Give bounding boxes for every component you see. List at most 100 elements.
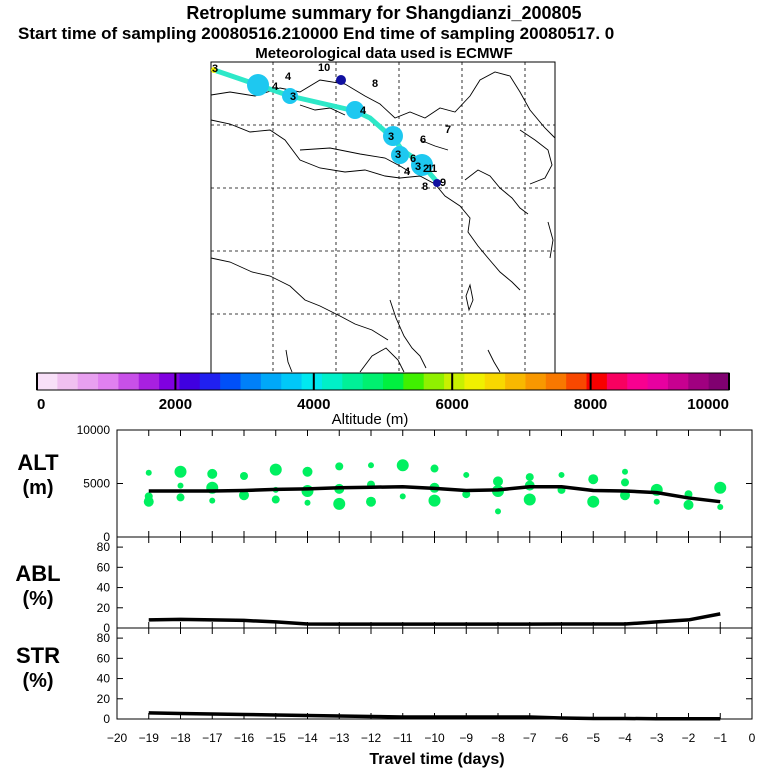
cluster-point	[558, 471, 565, 478]
colorbar-cell	[240, 373, 262, 390]
cluster-point	[462, 490, 471, 499]
page-title: Retroplume summary for Shangdianzi_20080…	[186, 3, 582, 23]
map-label: 4	[360, 105, 367, 117]
y-tick-label: 0	[103, 530, 110, 544]
colorbar-cell	[98, 373, 119, 390]
cluster-point	[335, 462, 344, 471]
x-tick-label: −9	[459, 731, 473, 745]
panel-ylabel-unit: (%)	[22, 670, 53, 692]
cluster-point	[367, 480, 375, 489]
map-label: 4	[272, 81, 279, 93]
map-label: 9	[440, 177, 446, 189]
sampling-times: Start time of sampling 20080516.210000 E…	[18, 24, 615, 43]
series-line	[148, 612, 721, 626]
cluster-point	[301, 484, 314, 497]
cluster-point	[333, 497, 346, 510]
cluster-point	[621, 478, 629, 487]
cluster-point	[684, 490, 693, 499]
colorbar-cell	[220, 373, 242, 390]
colorbar-tick-label: 4000	[297, 396, 330, 413]
y-tick-label: 20	[97, 692, 111, 706]
x-tick-label: −19	[139, 731, 160, 745]
panel-ylabel: STR	[16, 643, 60, 668]
colorbar-cell	[37, 373, 58, 390]
map-label: 3	[290, 91, 296, 103]
x-tick-label: −10	[424, 731, 445, 745]
colorbar-cell	[301, 373, 323, 390]
panel-frame	[116, 627, 753, 720]
panel-ylabel-unit: (m)	[22, 477, 53, 499]
y-tick-label: 20	[97, 601, 111, 615]
y-tick-label: 60	[97, 651, 111, 665]
cluster-point	[587, 495, 600, 508]
colorbar-tick-label: 6000	[436, 396, 469, 413]
cluster-point	[428, 494, 441, 507]
cluster-point	[302, 466, 313, 477]
map-label: 3	[415, 161, 421, 173]
colorbar-cell	[118, 373, 140, 390]
colorbar-cell	[464, 373, 486, 390]
colorbar-cell	[138, 373, 160, 390]
cluster-point	[525, 473, 534, 482]
colorbar-cell	[627, 373, 649, 390]
colorbar-cell	[179, 373, 201, 390]
map-frame	[210, 61, 556, 374]
x-tick-label: −11	[393, 731, 413, 745]
cluster-point	[145, 469, 152, 476]
cluster-point	[144, 492, 153, 501]
cluster-point	[683, 499, 694, 510]
cluster-point	[493, 476, 503, 487]
colorbar-cell	[688, 373, 710, 390]
cluster-point	[620, 490, 630, 501]
cluster-point	[430, 464, 439, 473]
trajectory	[213, 67, 440, 185]
colorbar-border	[36, 372, 730, 391]
panel-alt: 10000 5000 0 ALT(m)	[17, 423, 753, 544]
x-tick-label: −8	[491, 731, 505, 745]
colorbar-cell	[647, 373, 669, 390]
x-axis-label: Travel time (days)	[369, 751, 504, 768]
map-label: 8	[422, 181, 428, 193]
colorbar-cell	[403, 373, 425, 390]
colorbar-cell	[545, 373, 567, 390]
colorbar-cells	[36, 372, 730, 391]
x-tick-label: −18	[170, 731, 191, 745]
x-tick-label: −15	[266, 731, 287, 745]
cluster-point	[650, 483, 663, 496]
colorbar-ticks: 0 2000 4000 6000 8000 10000	[36, 373, 730, 413]
map-label: 4	[404, 166, 411, 178]
colorbar-tick-label: 0	[37, 396, 45, 413]
x-tick-label: −12	[361, 731, 382, 745]
cluster-point	[557, 485, 566, 494]
colorbar-cell	[525, 373, 547, 390]
cluster-point	[176, 493, 185, 502]
colorbar-cell	[566, 373, 588, 390]
y-tick-label: 5000	[83, 477, 110, 491]
trajectory-clusters	[211, 67, 441, 187]
x-tick-label: −6	[555, 731, 569, 745]
colorbar-title: Altitude (m)	[332, 411, 409, 428]
cluster-point	[622, 468, 628, 475]
cluster-point	[143, 496, 154, 507]
map-label: 3	[395, 149, 401, 161]
x-tick-label: −7	[523, 731, 537, 745]
x-tick-label: −2	[682, 731, 696, 745]
cluster-point	[209, 497, 216, 504]
colorbar-cell	[708, 373, 730, 390]
colorbar-cell	[423, 373, 445, 390]
colorbar-cell	[342, 373, 364, 390]
series-line	[148, 711, 721, 721]
x-tick-label: −5	[586, 731, 600, 745]
map-label: 6	[410, 153, 416, 165]
panel-ylabel-unit: (%)	[22, 588, 53, 610]
colorbar-cell	[260, 373, 282, 390]
colorbar-cell	[57, 373, 79, 390]
y-tick-label: 0	[103, 712, 110, 726]
y-tick-label: 80	[97, 540, 111, 554]
x-tick-label: −13	[329, 731, 350, 745]
colorbar-cell	[77, 373, 99, 390]
panel-ylabel: ABL	[15, 561, 60, 586]
